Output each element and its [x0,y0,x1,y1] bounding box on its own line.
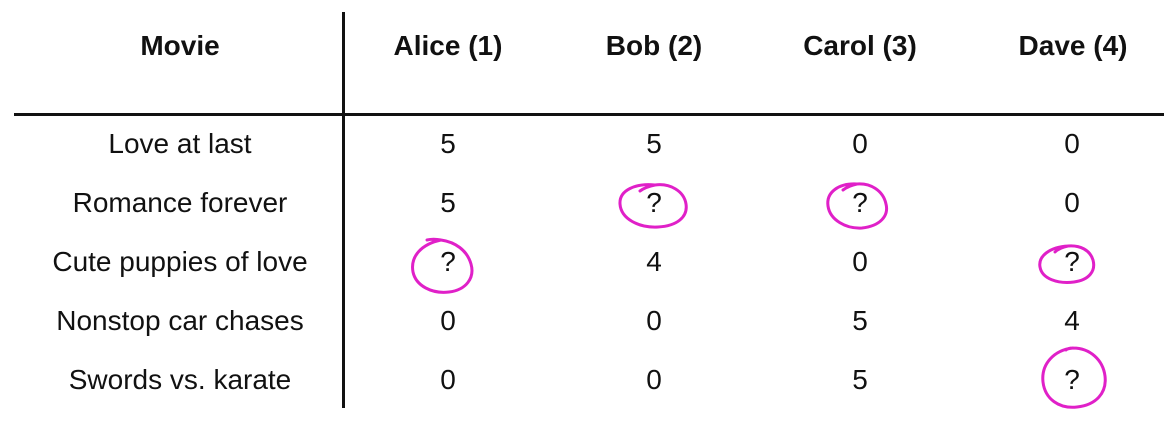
row-5-rating-carol: 5 [852,364,868,395]
row-3-movie-title: Cute puppies of love [52,246,308,277]
header-dave: Dave (4) [1018,30,1128,61]
row-4-rating-bob: 0 [646,305,662,336]
header-alice: Alice (1) [393,30,503,61]
row-1-rating-carol: 0 [852,128,868,159]
row-1-rating-alice: 5 [440,128,456,159]
header-divider-horizontal [14,113,1164,116]
row-1-rating-bob: 5 [646,128,662,159]
row-5-rating-alice: 0 [440,364,456,395]
header-carol: Carol (3) [803,30,917,61]
row-1-rating-dave: 0 [1064,128,1080,159]
row-2-rating-dave: 0 [1064,187,1080,218]
row-3-rating-carol: 0 [852,246,868,277]
row-1-movie-title: Love at last [108,128,252,159]
row-4-rating-dave: 4 [1064,305,1080,336]
row-5-rating-bob: 0 [646,364,662,395]
row-2-rating-alice: 5 [440,187,456,218]
movie-column-divider-vertical [342,12,345,408]
row-4-rating-alice: 0 [440,305,456,336]
row-3-rating-alice: ? [440,246,456,277]
row-5-movie-title: Swords vs. karate [68,364,292,395]
row-4-movie-title: Nonstop car chases [56,305,304,336]
row-3-rating-dave: ? [1064,246,1080,277]
row-4-rating-carol: 5 [852,305,868,336]
row-2-rating-carol: ? [852,187,868,218]
header-bob: Bob (2) [605,30,703,61]
row-3-rating-bob: 4 [646,246,662,277]
header-movie: Movie [140,30,220,61]
row-2-rating-bob: ? [646,187,662,218]
row-5-rating-dave: ? [1064,364,1080,395]
row-2-movie-title: Romance forever [72,187,288,218]
